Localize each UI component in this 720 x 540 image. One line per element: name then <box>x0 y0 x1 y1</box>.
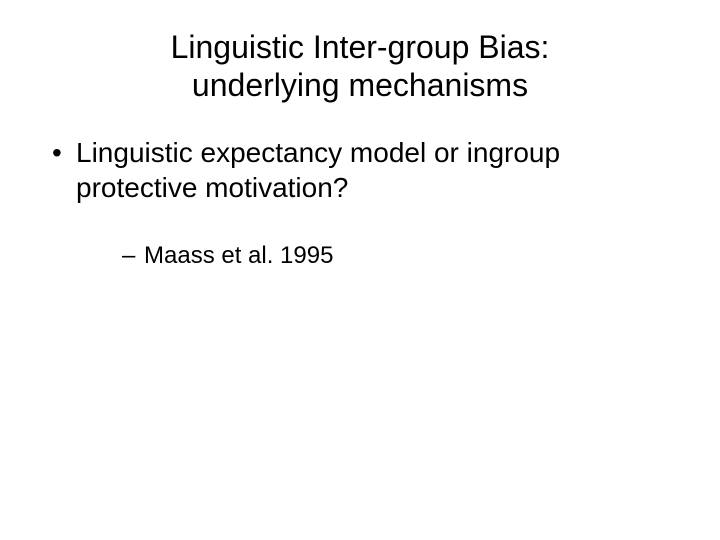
bullet-1-line-2: protective motivation? <box>76 172 348 203</box>
slide-title: Linguistic Inter-group Bias: underlying … <box>48 28 672 105</box>
title-line-1: Linguistic Inter-group Bias: <box>171 29 550 65</box>
title-line-2: underlying mechanisms <box>192 67 528 103</box>
sub-bullet-list: Maass et al. 1995 <box>76 241 672 271</box>
bullet-list: Linguistic expectancy model or ingroup p… <box>48 135 672 271</box>
bullet-1-sub-1: Maass et al. 1995 <box>144 242 333 269</box>
bullet-1-line-1: Linguistic expectancy model or ingroup <box>76 137 560 168</box>
slide: Linguistic Inter-group Bias: underlying … <box>0 0 720 540</box>
bullet-level2: Maass et al. 1995 <box>122 241 672 271</box>
bullet-level1: Linguistic expectancy model or ingroup p… <box>48 135 672 271</box>
